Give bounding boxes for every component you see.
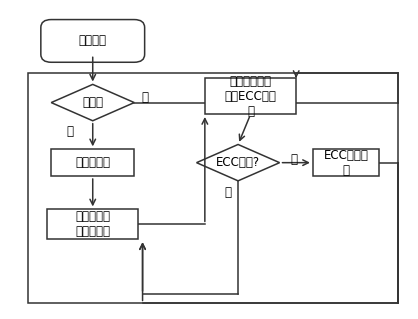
Text: 查询指定页
冷热区系数: 查询指定页 冷热区系数 [75, 210, 110, 238]
FancyBboxPatch shape [41, 19, 145, 62]
Text: 是: 是 [291, 153, 298, 166]
Text: 启动巡检: 启动巡检 [79, 34, 107, 48]
Text: 读取指定页: 读取指定页 [75, 156, 110, 169]
Bar [51, 149, 134, 176]
Text: ECC超限处
理: ECC超限处 理 [324, 149, 368, 177]
Text: 定时到: 定时到 [82, 96, 103, 109]
Text: 否: 否 [141, 91, 148, 104]
Text: 是: 是 [66, 124, 74, 137]
Text: 否: 否 [224, 186, 231, 199]
Polygon shape [51, 85, 134, 121]
Bar [205, 78, 296, 115]
Text: 根据冷热系数
调整ECC门限
值: 根据冷热系数 调整ECC门限 值 [224, 75, 276, 118]
Bar [47, 209, 138, 239]
Bar [313, 149, 379, 176]
Bar [28, 72, 398, 303]
Polygon shape [196, 145, 280, 181]
Text: ECC超限?: ECC超限? [216, 156, 260, 169]
